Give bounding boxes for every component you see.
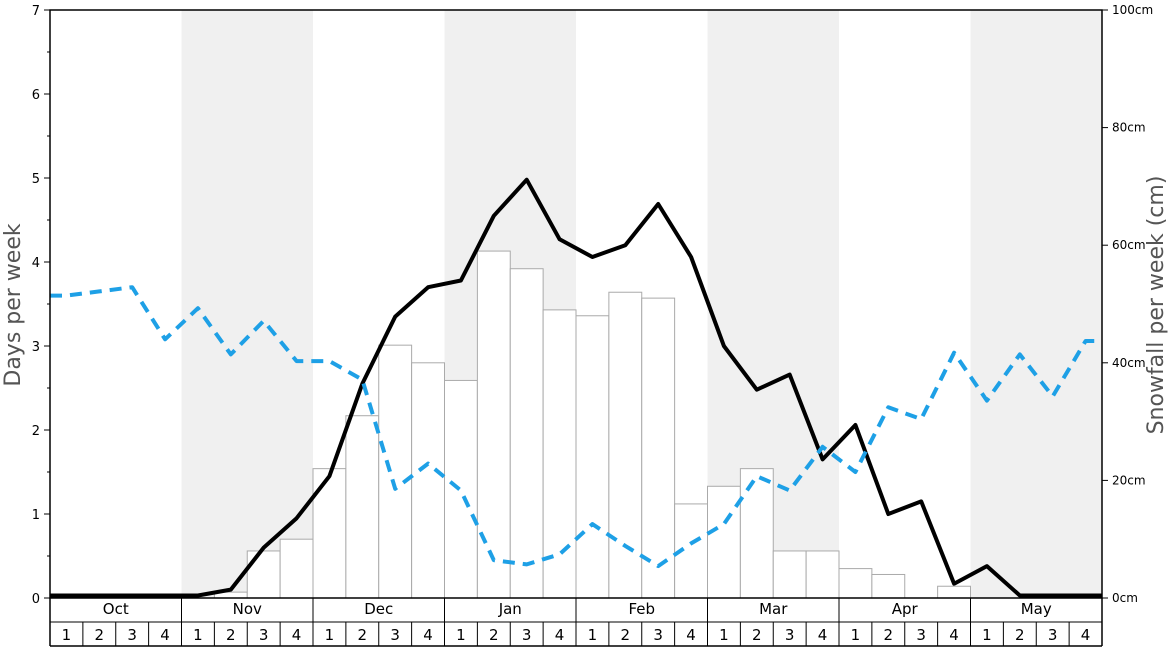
week-label: 4 (423, 626, 433, 644)
week-label: 3 (522, 626, 532, 644)
snowfall-bar (476, 250, 511, 599)
axes: 0 1 2 3 4 5 6 7 0cm 20cm 40cm 60cm 80cm 100cm (32, 3, 1153, 607)
snowfall-bar (772, 550, 807, 599)
snowfall-bar (707, 485, 741, 599)
left-tick-label: 3 (32, 340, 40, 355)
snowfall-bar (444, 379, 478, 599)
week-label: 1 (456, 626, 466, 644)
week-label: 3 (390, 626, 400, 644)
snowfall-bar (509, 268, 544, 599)
right-tick-label: 40cm (1112, 356, 1146, 370)
right-tick-label: 0cm (1112, 591, 1138, 605)
snowfall-bar (739, 468, 774, 599)
week-label: 3 (259, 626, 269, 644)
snowfall-bar (411, 362, 445, 599)
week-label: 1 (851, 626, 861, 644)
right-tick-label: 20cm (1112, 473, 1146, 487)
month-label: Apr (892, 600, 919, 618)
month-shade-may (970, 10, 1102, 598)
week-label: 1 (588, 626, 598, 644)
week-label: 2 (621, 626, 631, 644)
left-tick-label: 0 (32, 592, 40, 607)
solid-line-series (50, 177, 1102, 598)
week-label: 2 (884, 626, 894, 644)
snowfall-bar (641, 297, 676, 599)
snowfall-bar (246, 550, 281, 599)
snowfall-bar (542, 309, 577, 599)
snowfall-bar (575, 315, 610, 599)
week-label: 3 (653, 626, 663, 644)
right-axis-label: Snowfall per week (cm) (1144, 176, 1168, 435)
snowfall-bar (871, 573, 906, 599)
snowfall-bar (279, 538, 314, 599)
week-label: 2 (1015, 626, 1025, 644)
month-label: Jan (498, 600, 522, 618)
week-label: 2 (226, 626, 236, 644)
right-tick-label: 80cm (1112, 121, 1146, 135)
snowfall-bar (805, 550, 840, 599)
snowfall-bar (312, 468, 347, 599)
week-label: 3 (127, 626, 137, 644)
line-series (50, 177, 1102, 598)
week-label: 4 (555, 626, 565, 644)
week-label: 2 (358, 626, 368, 644)
left-tick-label: 6 (32, 88, 40, 103)
month-label: May (1021, 600, 1052, 618)
dashed-line-series (50, 285, 1102, 569)
left-tick-label: 5 (32, 172, 40, 187)
snowfall-bar (608, 291, 643, 599)
month-label: Oct (103, 600, 129, 618)
month-label: Feb (628, 600, 655, 618)
snowfall-bar (838, 568, 873, 599)
snowfall-bar (378, 344, 413, 599)
month-label: Nov (233, 600, 262, 618)
week-label: 4 (292, 626, 302, 644)
week-label: 1 (193, 626, 203, 644)
week-label: 3 (785, 626, 795, 644)
week-label: 4 (160, 626, 170, 644)
week-label: 3 (916, 626, 926, 644)
week-label: 4 (686, 626, 696, 644)
week-label: 1 (325, 626, 335, 644)
week-label: 4 (949, 626, 959, 644)
left-axis-label: Days per week (1, 223, 26, 386)
month-label: Dec (364, 600, 393, 618)
week-label: 1 (719, 626, 729, 644)
week-label: 1 (62, 626, 72, 644)
week-label: 1 (982, 626, 992, 644)
right-tick-label: 100cm (1112, 3, 1153, 17)
week-label: 3 (1048, 626, 1058, 644)
week-label: 2 (489, 626, 499, 644)
month-label: Mar (759, 600, 788, 618)
week-label: 4 (1081, 626, 1091, 644)
left-tick-label: 2 (32, 424, 40, 439)
left-tick-label: 1 (32, 508, 40, 523)
right-tick-label: 60cm (1112, 238, 1146, 252)
week-label: 2 (752, 626, 762, 644)
month-shade-nov (181, 10, 313, 598)
snowfall-bar (937, 585, 971, 599)
week-label: 2 (95, 626, 105, 644)
snowfall-bar (345, 415, 380, 599)
left-tick-label: 7 (32, 4, 40, 19)
left-tick-label: 4 (32, 256, 40, 271)
x-axis-table: Oct 1 2 3 4 Nov 1 2 3 4 Dec 1 2 3 4 Jan 1 2 3 4 Feb 1 2 3 4 Mar 1 2… (49, 598, 1103, 647)
week-label: 4 (818, 626, 828, 644)
